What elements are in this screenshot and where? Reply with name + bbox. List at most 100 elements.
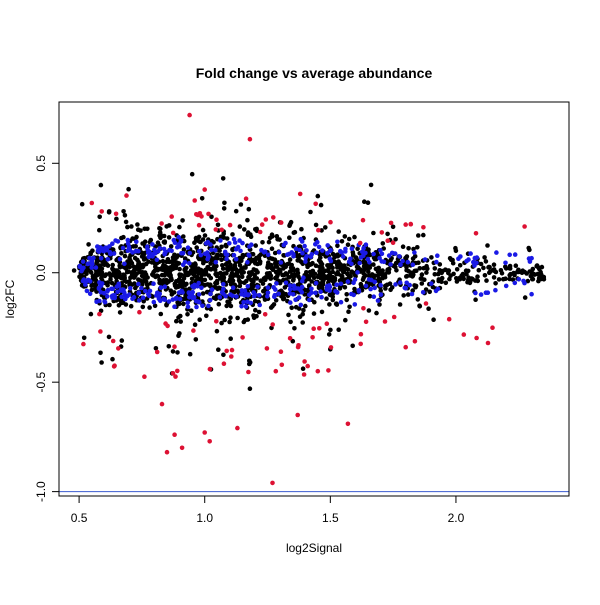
data-point [87,255,92,261]
data-point [416,233,421,238]
data-point [142,374,147,380]
data-point [154,293,159,298]
data-point [347,304,352,310]
data-point [227,222,233,228]
y-axis-label: log2FC [3,279,17,318]
data-point [397,254,402,259]
data-point [319,294,324,300]
data-point [332,277,338,283]
data-point [164,224,169,229]
data-point [326,273,331,279]
data-point [351,280,356,286]
data-point [313,222,319,228]
data-point [122,290,127,295]
data-point [279,362,285,368]
data-point [134,234,139,240]
data-point [266,263,271,269]
data-point [431,317,436,323]
data-point [221,286,226,292]
data-point [296,295,302,300]
data-point [110,356,115,362]
data-point [338,299,344,305]
data-point [512,280,518,286]
data-point [207,439,212,444]
data-point [266,239,272,245]
data-point [357,260,363,266]
data-point [213,227,219,232]
data-point [305,363,311,369]
data-point [302,359,307,364]
data-point [516,267,521,273]
data-point [206,303,211,309]
data-point [293,297,298,303]
data-point [228,336,233,342]
data-point [400,244,406,249]
data-point [231,252,237,258]
data-point [189,308,194,314]
data-point [237,283,243,289]
data-point [525,278,531,284]
data-point [482,273,488,278]
data-point [282,285,288,290]
data-point [239,274,245,280]
data-point [378,292,384,297]
data-point [365,200,371,205]
data-point [224,303,229,309]
data-point [193,337,199,342]
data-point [308,209,313,215]
data-point [198,252,204,258]
data-point [111,251,117,256]
data-point [208,282,213,288]
data-point [126,244,132,250]
data-point [71,268,77,273]
data-point [487,264,492,270]
data-point [196,292,202,297]
data-point [98,182,104,188]
data-point [121,234,126,240]
data-point [222,200,227,206]
data-point [378,288,384,293]
data-point [220,176,226,181]
data-point [527,247,532,253]
data-point [530,276,536,282]
data-point [150,273,156,278]
data-point [179,445,185,451]
data-point [227,319,232,325]
data-point [229,347,235,353]
data-point [189,171,195,177]
data-point [180,218,185,223]
data-point [245,284,251,289]
data-point [145,282,150,287]
data-point [233,246,239,252]
data-point [227,263,233,269]
data-point [327,256,333,262]
data-point [235,315,240,321]
data-point [366,277,372,282]
data-point [187,351,193,357]
data-point [142,239,148,244]
data-point [178,272,184,278]
data-point [110,241,115,246]
data-point [541,277,547,282]
data-point [168,244,174,249]
data-point [317,326,322,331]
data-point [252,292,258,297]
data-point [516,277,522,282]
data-point [244,278,249,284]
data-point [286,261,292,266]
data-point [413,284,418,290]
data-point [415,297,421,302]
data-point [379,268,385,274]
data-point [89,265,94,270]
data-point [243,196,249,201]
data-point [406,246,411,251]
data-point [174,318,179,324]
data-point [257,293,262,298]
data-point [140,265,145,270]
data-point [229,354,234,359]
data-point [429,281,434,286]
data-point [167,247,172,253]
data-point [451,271,456,277]
data-point [136,248,141,254]
